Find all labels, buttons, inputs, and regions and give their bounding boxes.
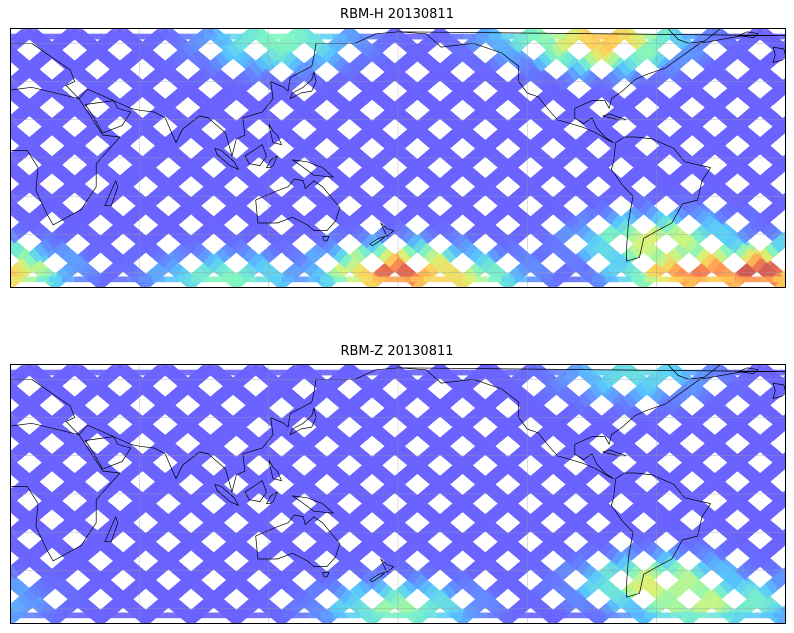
coastline-madagascar bbox=[104, 516, 119, 543]
map-frame bbox=[10, 28, 786, 288]
coastline-madagascar bbox=[104, 180, 119, 207]
map-panel-rbm-h bbox=[10, 28, 786, 288]
coastline-africa bbox=[10, 86, 121, 226]
coastline-north-america bbox=[397, 31, 786, 144]
coastline-nz-south bbox=[369, 236, 386, 247]
coastline-tasmania bbox=[322, 572, 330, 578]
coastline-borneo bbox=[244, 144, 267, 166]
coastline-australia bbox=[255, 514, 341, 567]
coastline-uk bbox=[772, 46, 786, 63]
coastline-arabia-asia bbox=[10, 28, 399, 157]
coastline-africa bbox=[10, 422, 121, 562]
coastline-arabia-asia bbox=[10, 364, 399, 493]
coastline-greenland bbox=[667, 28, 722, 44]
coastlines bbox=[10, 364, 786, 598]
coastline-iceland bbox=[738, 367, 759, 374]
coastline-new-guinea bbox=[292, 159, 334, 178]
coastline-sulawesi bbox=[266, 155, 278, 168]
coastline-philippines bbox=[268, 459, 282, 481]
coastline-greenland bbox=[667, 364, 722, 380]
coastline-philippines bbox=[268, 123, 282, 145]
coastline-borneo bbox=[244, 480, 267, 502]
coastline-australia bbox=[255, 178, 341, 231]
coastlines bbox=[10, 28, 786, 262]
coastline-new-guinea bbox=[292, 495, 334, 514]
coastline-arabian-peninsula bbox=[85, 436, 132, 470]
coastline-sulawesi bbox=[266, 491, 278, 504]
graticule bbox=[10, 28, 786, 288]
coastline-japan bbox=[289, 71, 317, 100]
swath-tracks bbox=[10, 28, 786, 288]
coastline-uk bbox=[772, 382, 786, 399]
coastline-sumatra bbox=[214, 484, 239, 506]
coastline-tasmania bbox=[322, 236, 330, 242]
coastline-north-america bbox=[397, 367, 786, 480]
coastline-japan bbox=[289, 407, 317, 436]
graticule bbox=[10, 364, 786, 624]
coastline-nz-south bbox=[369, 572, 386, 583]
panel-title-rbm-h: RBM-H 20130811 bbox=[340, 7, 454, 22]
coastline-sumatra bbox=[214, 148, 239, 170]
map-frame bbox=[10, 364, 786, 624]
map-panel-rbm-z bbox=[10, 364, 786, 624]
coastline-nz-north bbox=[380, 558, 395, 573]
coastline-iceland bbox=[738, 31, 759, 38]
panel-title-rbm-z: RBM-Z 20130811 bbox=[340, 344, 454, 359]
swath-tracks bbox=[10, 364, 786, 624]
coastline-nz-north bbox=[380, 222, 395, 237]
coastline-arabian-peninsula bbox=[85, 100, 132, 134]
coastline-south-america bbox=[611, 472, 711, 598]
coastline-south-america bbox=[611, 136, 711, 262]
